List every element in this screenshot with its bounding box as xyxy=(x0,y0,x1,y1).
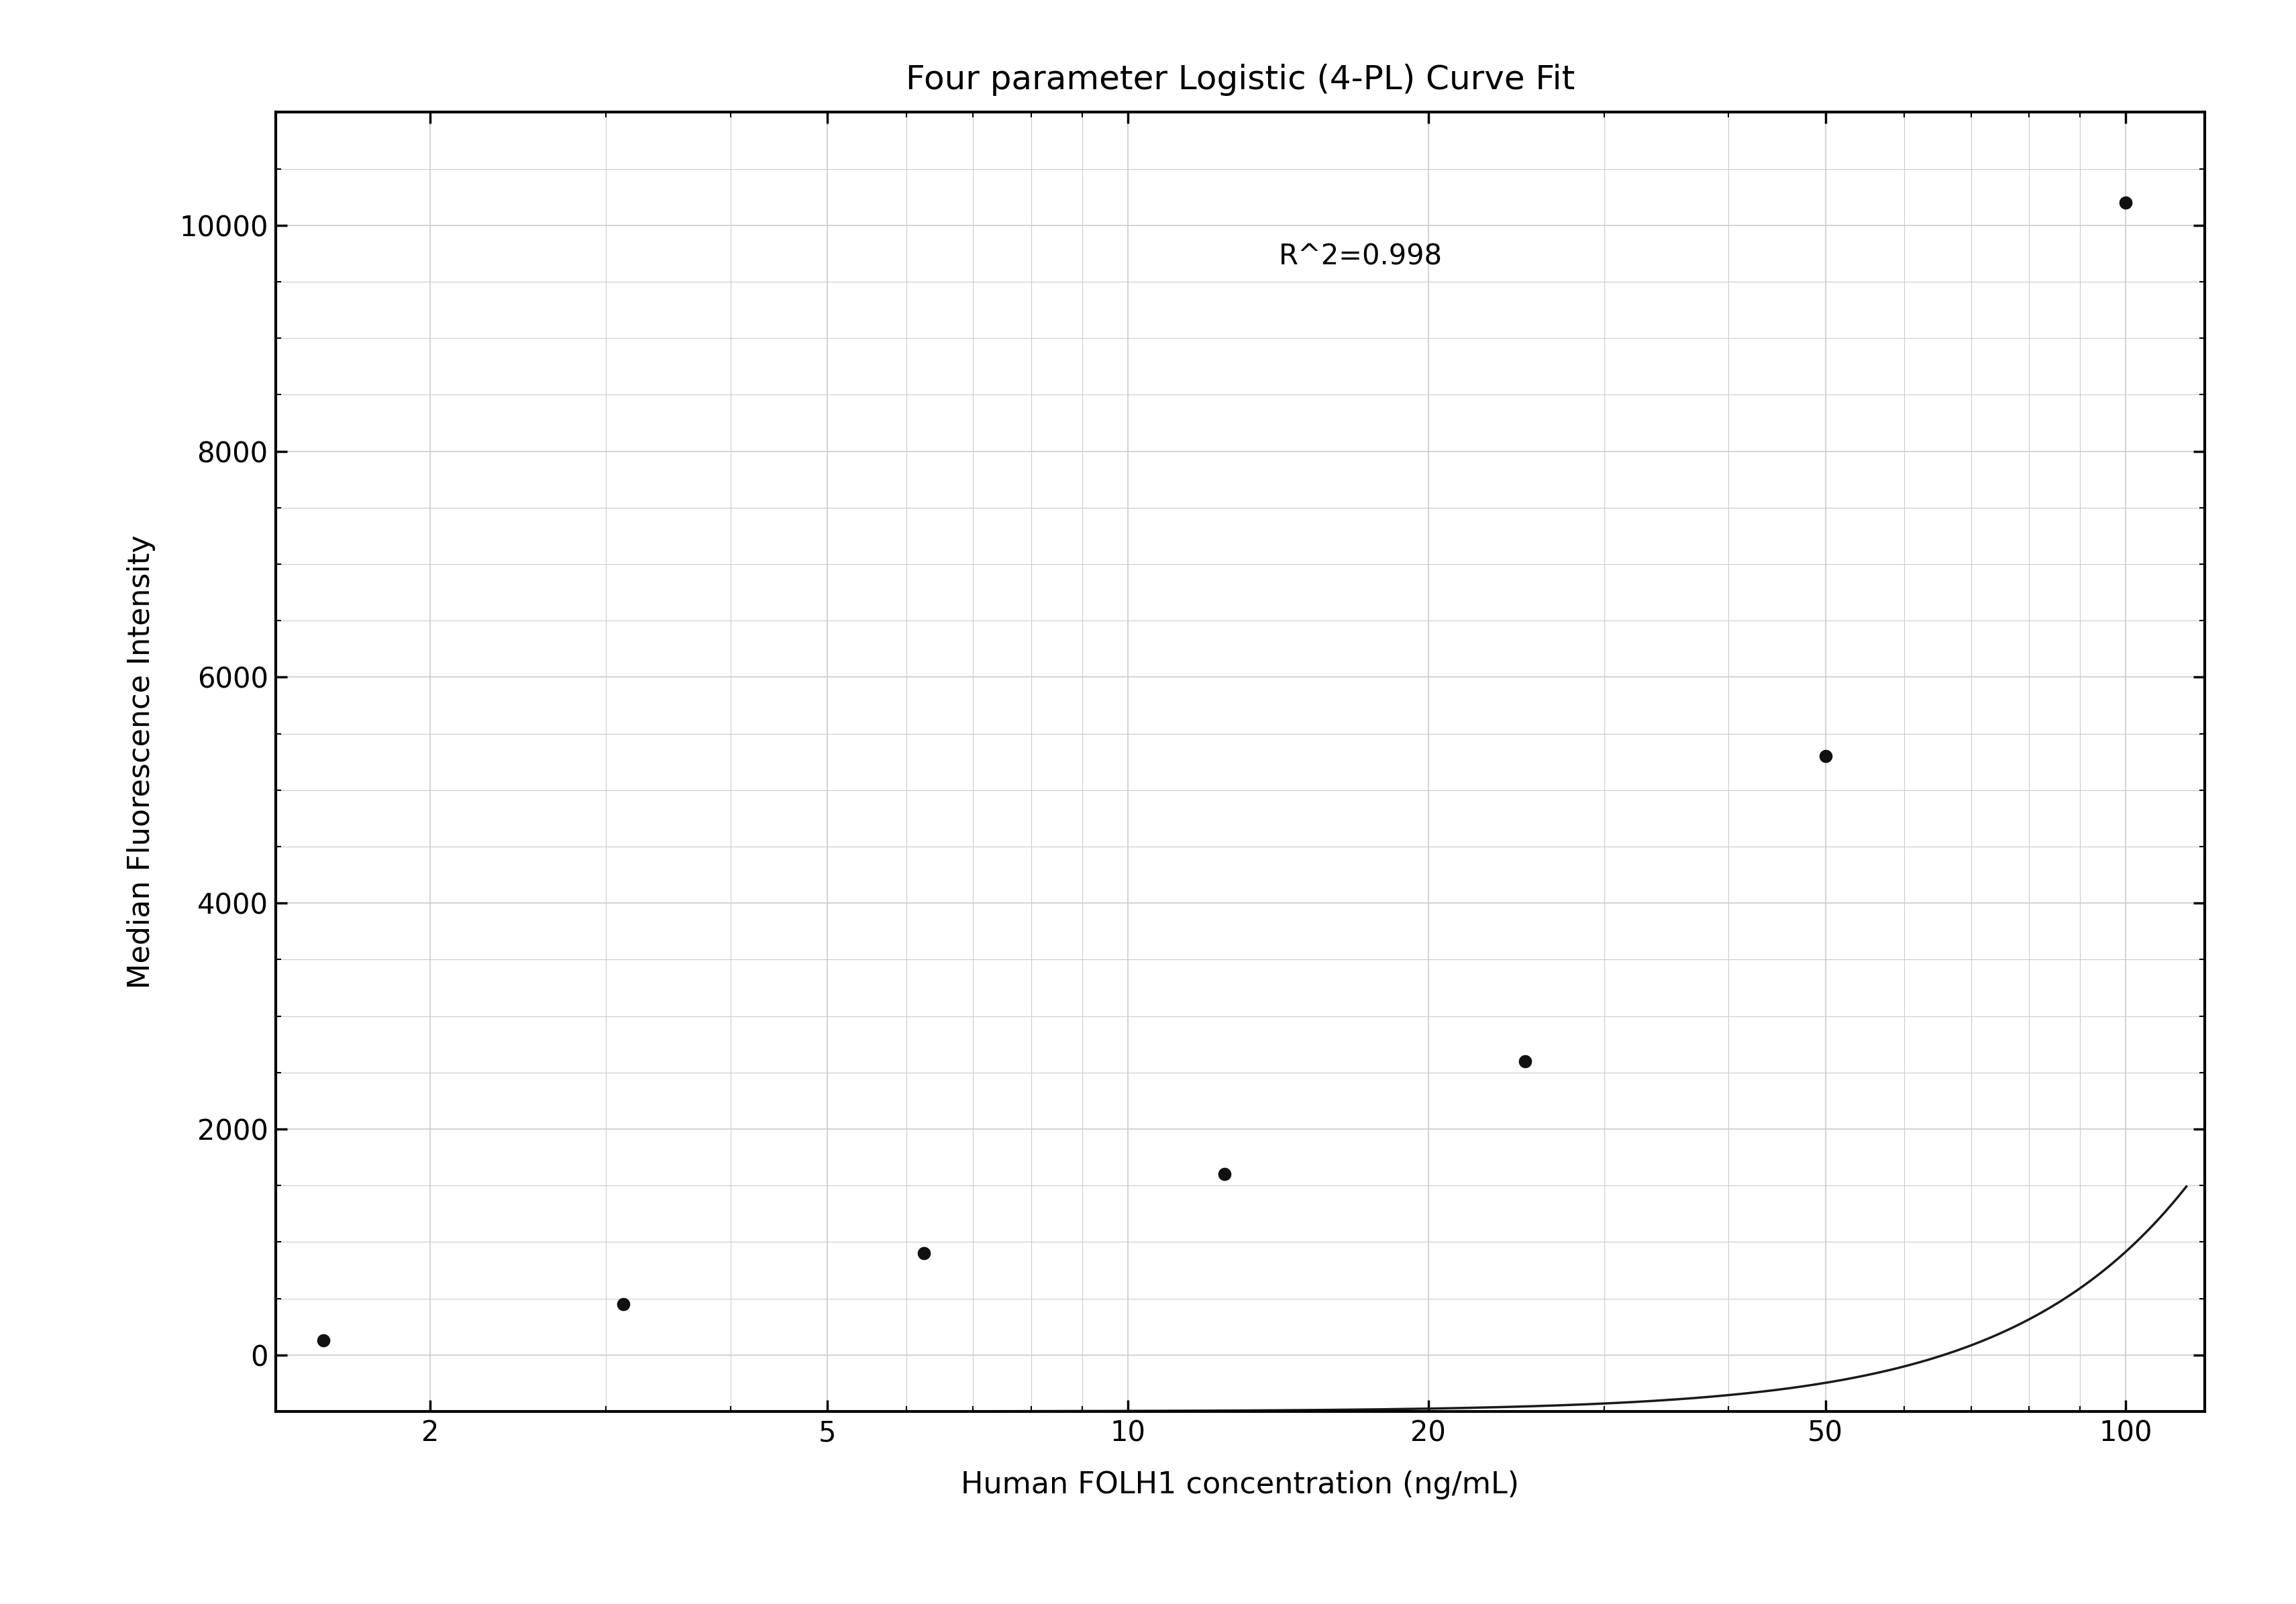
Point xyxy=(1205,1161,1242,1187)
Title: Four parameter Logistic (4-PL) Curve Fit: Four parameter Logistic (4-PL) Curve Fit xyxy=(905,64,1575,96)
Y-axis label: Median Fluorescence Intensity: Median Fluorescence Intensity xyxy=(126,534,156,990)
Point xyxy=(1807,743,1844,768)
Point xyxy=(606,1291,643,1317)
Text: R^2=0.998: R^2=0.998 xyxy=(1279,242,1442,271)
Point xyxy=(2108,189,2144,215)
Point xyxy=(305,1328,342,1354)
Point xyxy=(1506,1049,1543,1075)
X-axis label: Human FOLH1 concentration (ng/mL): Human FOLH1 concentration (ng/mL) xyxy=(960,1471,1520,1500)
Point xyxy=(905,1240,941,1266)
